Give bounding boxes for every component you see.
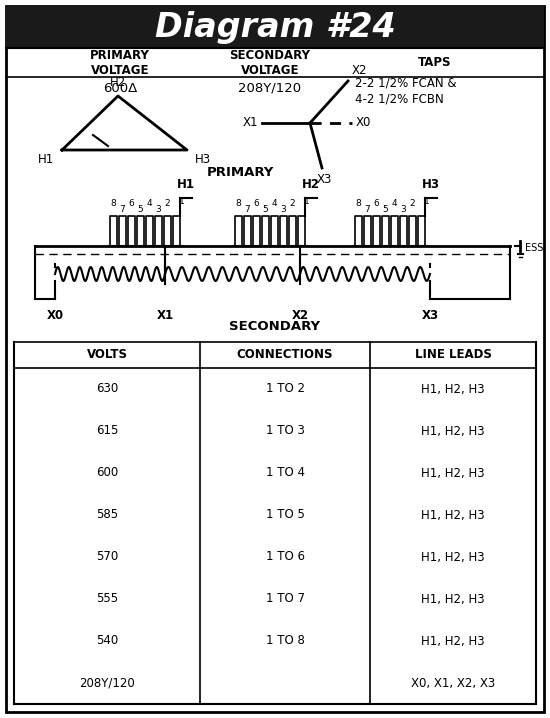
Text: 1 TO 3: 1 TO 3 <box>266 424 305 437</box>
Text: H1: H1 <box>38 153 54 166</box>
Text: H1, H2, H3: H1, H2, H3 <box>421 383 485 396</box>
Text: 2: 2 <box>410 199 415 208</box>
Text: 7: 7 <box>365 205 370 214</box>
Text: H3: H3 <box>422 178 440 191</box>
Text: 1: 1 <box>179 197 184 206</box>
Text: 1 TO 5: 1 TO 5 <box>266 508 305 521</box>
Text: 1: 1 <box>304 197 309 206</box>
Text: H1, H2, H3: H1, H2, H3 <box>421 551 485 564</box>
Text: 600Δ: 600Δ <box>103 82 137 95</box>
Text: 7: 7 <box>120 205 125 214</box>
Text: 1 TO 8: 1 TO 8 <box>266 635 305 648</box>
Text: 5: 5 <box>383 205 388 214</box>
Text: 208Y/120: 208Y/120 <box>239 82 301 95</box>
Text: 8: 8 <box>111 199 117 208</box>
Text: 4: 4 <box>392 199 397 208</box>
Text: PRIMARY
VOLTAGE: PRIMARY VOLTAGE <box>90 49 150 77</box>
Text: 4: 4 <box>147 199 152 208</box>
Text: SECONDARY: SECONDARY <box>229 320 321 332</box>
Text: 7: 7 <box>245 205 250 214</box>
Text: H1: H1 <box>177 178 195 191</box>
Text: 555: 555 <box>96 592 118 605</box>
Text: 1: 1 <box>424 197 430 206</box>
Text: ESS: ESS <box>525 243 543 253</box>
Text: H1, H2, H3: H1, H2, H3 <box>421 508 485 521</box>
Text: 6: 6 <box>129 199 134 208</box>
Text: 1 TO 2: 1 TO 2 <box>266 383 305 396</box>
Text: X1: X1 <box>243 116 258 129</box>
Text: SECONDARY
VOLTAGE: SECONDARY VOLTAGE <box>229 49 311 77</box>
Text: 3: 3 <box>156 205 161 214</box>
Text: H1, H2, H3: H1, H2, H3 <box>421 467 485 480</box>
Text: TAPS: TAPS <box>418 57 452 70</box>
Text: LINE LEADS: LINE LEADS <box>415 348 492 361</box>
Text: 2: 2 <box>290 199 295 208</box>
Text: X3: X3 <box>421 309 438 322</box>
Text: 3: 3 <box>400 205 406 214</box>
Text: H3: H3 <box>195 153 211 166</box>
Text: VOLTS: VOLTS <box>86 348 128 361</box>
Text: 6: 6 <box>254 199 260 208</box>
Text: X0: X0 <box>46 309 64 322</box>
Text: 3: 3 <box>280 205 287 214</box>
Text: 8: 8 <box>235 199 241 208</box>
Text: CONNECTIONS: CONNECTIONS <box>236 348 333 361</box>
Text: X3: X3 <box>316 173 332 186</box>
Text: 4: 4 <box>272 199 277 208</box>
Text: 1 TO 6: 1 TO 6 <box>266 551 305 564</box>
Text: Diagram #24: Diagram #24 <box>155 11 395 44</box>
Text: 5: 5 <box>138 205 144 214</box>
Text: 540: 540 <box>96 635 118 648</box>
Text: X0: X0 <box>356 116 371 129</box>
Text: H2: H2 <box>110 76 126 89</box>
Text: H2: H2 <box>302 178 320 191</box>
Text: 2-2 1/2% FCAN &
4-2 1/2% FCBN: 2-2 1/2% FCAN & 4-2 1/2% FCBN <box>355 77 456 105</box>
Text: 8: 8 <box>356 199 361 208</box>
Text: 5: 5 <box>263 205 268 214</box>
Text: H1, H2, H3: H1, H2, H3 <box>421 424 485 437</box>
Text: 1 TO 7: 1 TO 7 <box>266 592 305 605</box>
Text: 615: 615 <box>96 424 118 437</box>
Text: H1, H2, H3: H1, H2, H3 <box>421 635 485 648</box>
Text: PRIMARY: PRIMARY <box>206 167 274 180</box>
Text: 6: 6 <box>373 199 380 208</box>
Text: X2: X2 <box>352 64 367 77</box>
Text: X0, X1, X2, X3: X0, X1, X2, X3 <box>411 676 495 689</box>
Text: 1 TO 4: 1 TO 4 <box>266 467 305 480</box>
Text: 630: 630 <box>96 383 118 396</box>
Text: 2: 2 <box>164 199 170 208</box>
Text: 570: 570 <box>96 551 118 564</box>
Bar <box>6 6 544 48</box>
Text: 600: 600 <box>96 467 118 480</box>
Text: X1: X1 <box>156 309 174 322</box>
Text: X2: X2 <box>292 309 309 322</box>
Text: 208Y/120: 208Y/120 <box>79 676 135 689</box>
Text: 585: 585 <box>96 508 118 521</box>
Text: H1, H2, H3: H1, H2, H3 <box>421 592 485 605</box>
